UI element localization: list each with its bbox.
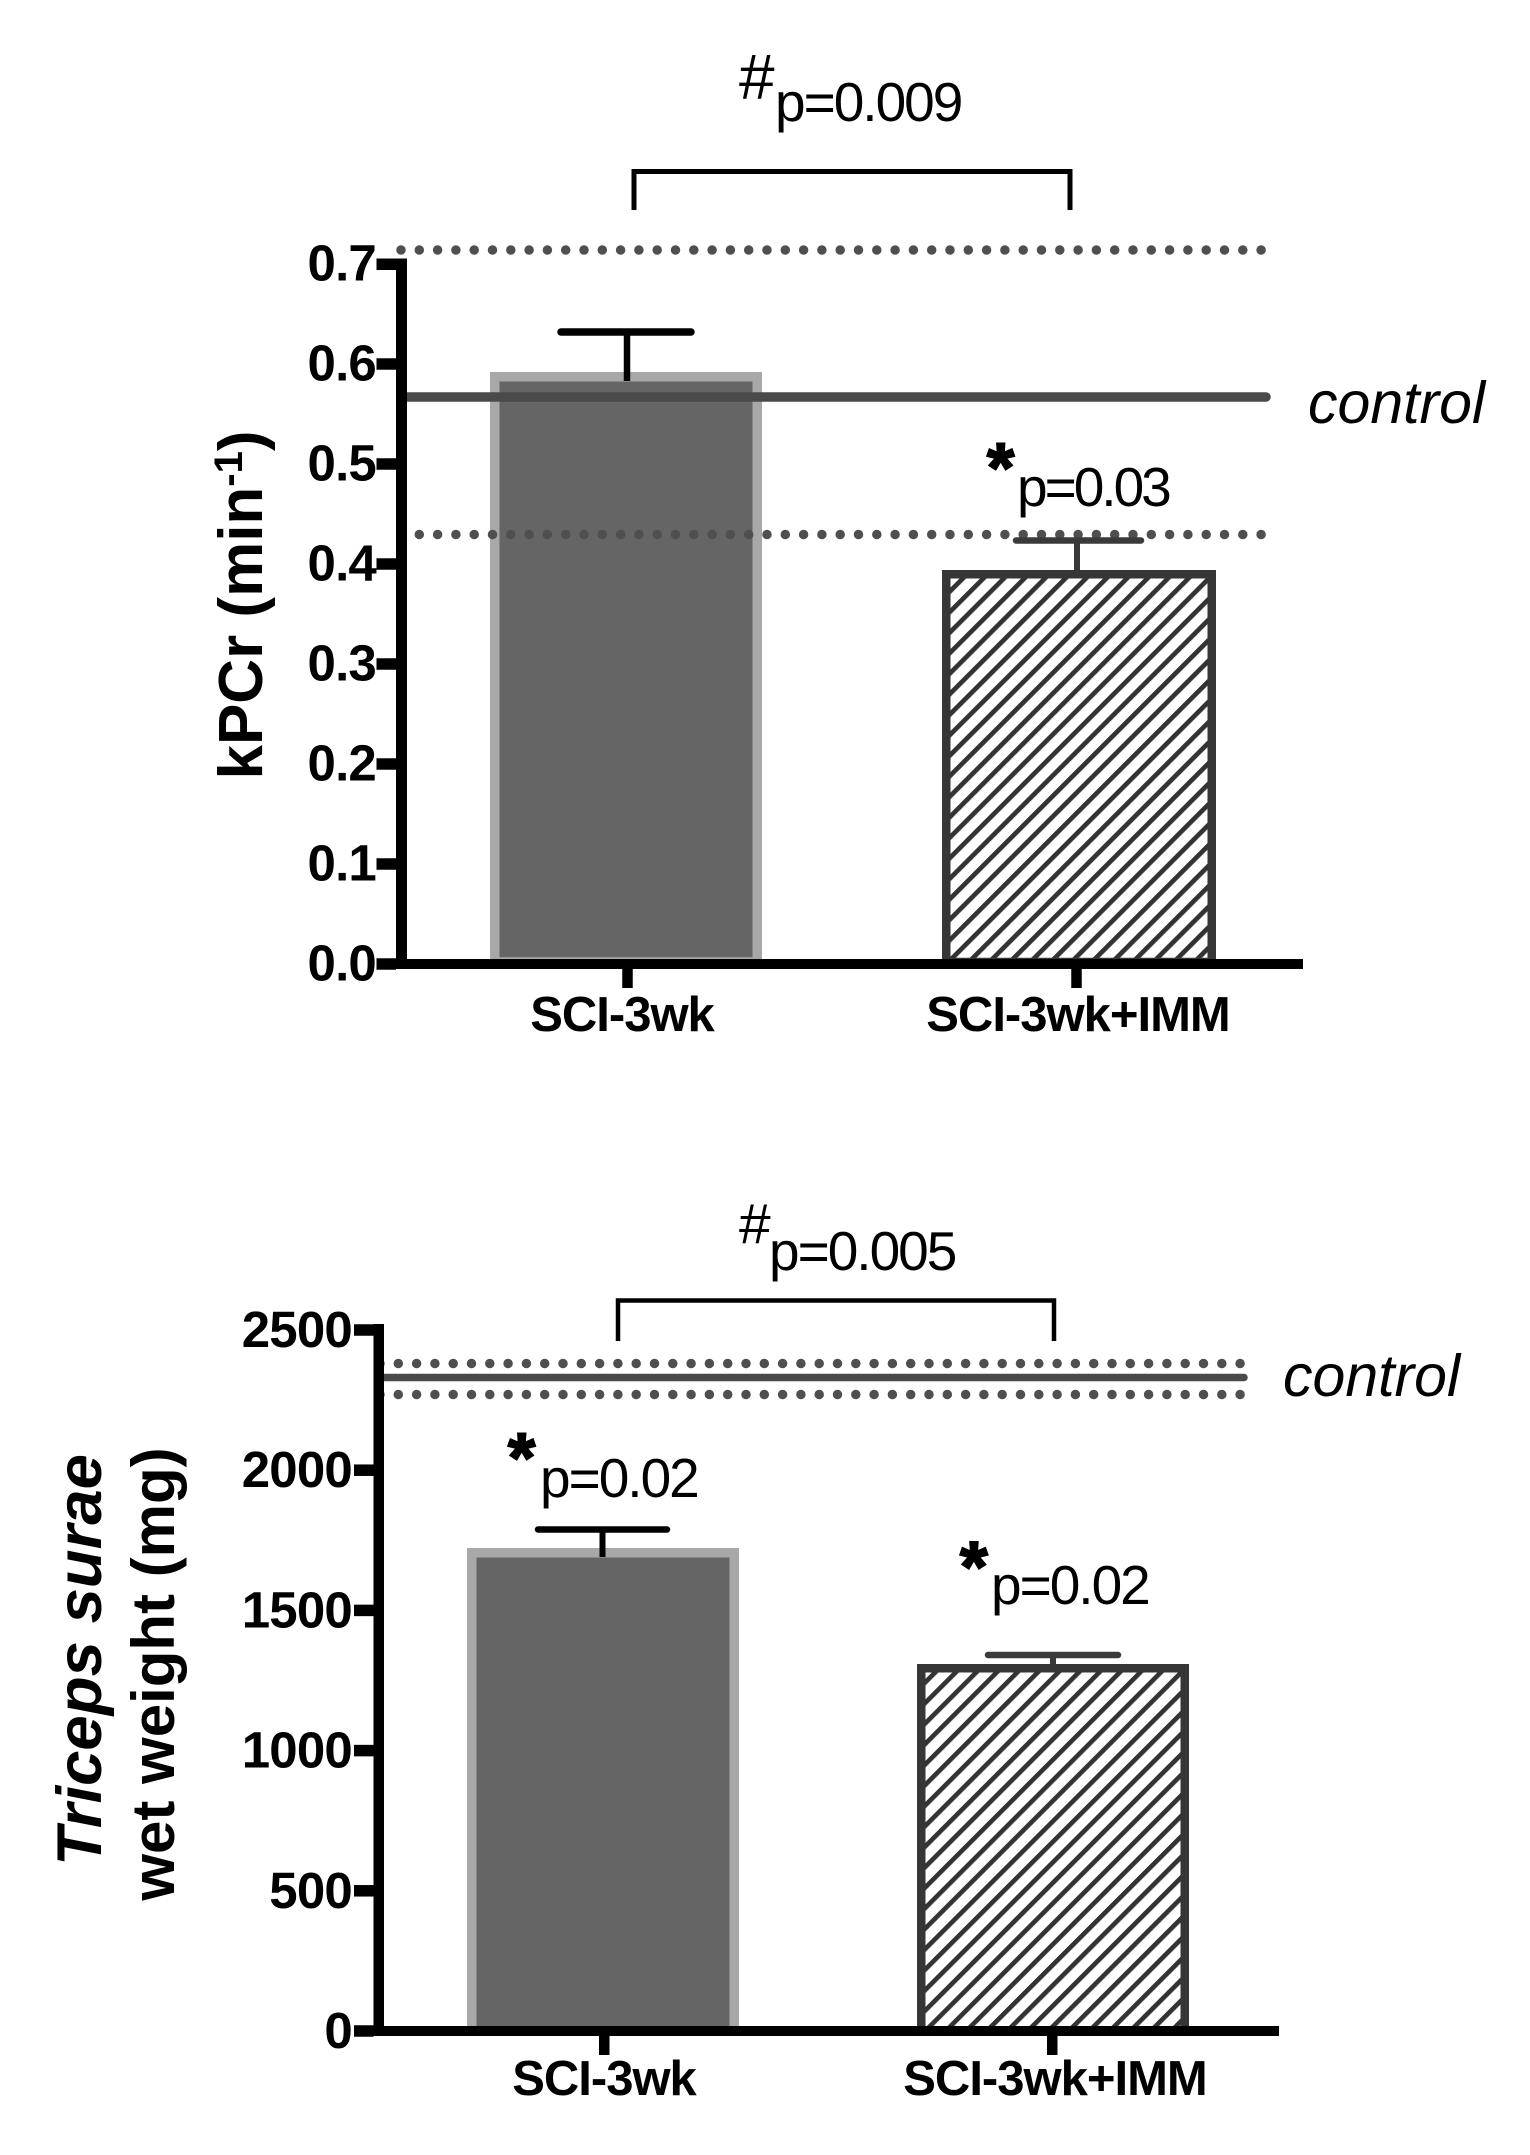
svg-text:#: # [739, 41, 775, 113]
svg-text:0.6: 0.6 [308, 335, 377, 392]
svg-text:SCI-3wk+IMM: SCI-3wk+IMM [903, 2052, 1206, 2106]
svg-text:0.4: 0.4 [308, 535, 378, 592]
svg-text:*: * [987, 429, 1015, 507]
svg-text:0.5: 0.5 [308, 435, 377, 492]
svg-text:p=0.03: p=0.03 [1017, 456, 1170, 518]
svg-text:0.3: 0.3 [308, 635, 377, 692]
svg-text:p=0.02: p=0.02 [991, 1554, 1149, 1616]
svg-text:p=0.02: p=0.02 [540, 1447, 698, 1509]
svg-text:p=0.005: p=0.005 [769, 1220, 956, 1282]
svg-text:*: * [508, 1419, 536, 1497]
svg-text:0.2: 0.2 [308, 735, 377, 792]
svg-text:p=0.009: p=0.009 [775, 71, 961, 133]
svg-text:control: control [1283, 1343, 1462, 1409]
svg-text:kPCr (min-1): kPCr (min-1) [207, 430, 276, 779]
svg-text:0.7: 0.7 [308, 235, 377, 292]
svg-text:0: 0 [324, 2002, 352, 2059]
svg-text:SCI-3wk: SCI-3wk [530, 988, 715, 1042]
svg-text:0.1: 0.1 [308, 835, 377, 892]
svg-text:2000: 2000 [242, 1441, 352, 1498]
svg-text:Triceps surae: Triceps surae [45, 1454, 115, 1866]
svg-text:control: control [1308, 370, 1487, 436]
svg-text:1000: 1000 [242, 1722, 352, 1779]
svg-text:#: # [739, 1193, 771, 1257]
svg-text:0.0: 0.0 [308, 935, 377, 992]
svg-text:SCI-3wk: SCI-3wk [512, 2052, 697, 2106]
svg-text:SCI-3wk+IMM: SCI-3wk+IMM [926, 988, 1229, 1042]
svg-text:wet weight (mg): wet weight (mg) [120, 1447, 187, 1901]
svg-text:*: * [960, 1528, 988, 1607]
svg-text:1500: 1500 [242, 1581, 352, 1638]
svg-text:500: 500 [269, 1862, 352, 1919]
svg-text:2500: 2500 [242, 1301, 352, 1358]
